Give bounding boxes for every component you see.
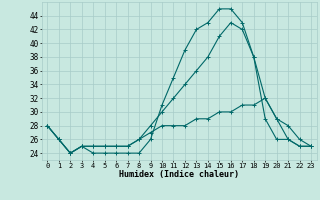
X-axis label: Humidex (Indice chaleur): Humidex (Indice chaleur) — [119, 170, 239, 179]
